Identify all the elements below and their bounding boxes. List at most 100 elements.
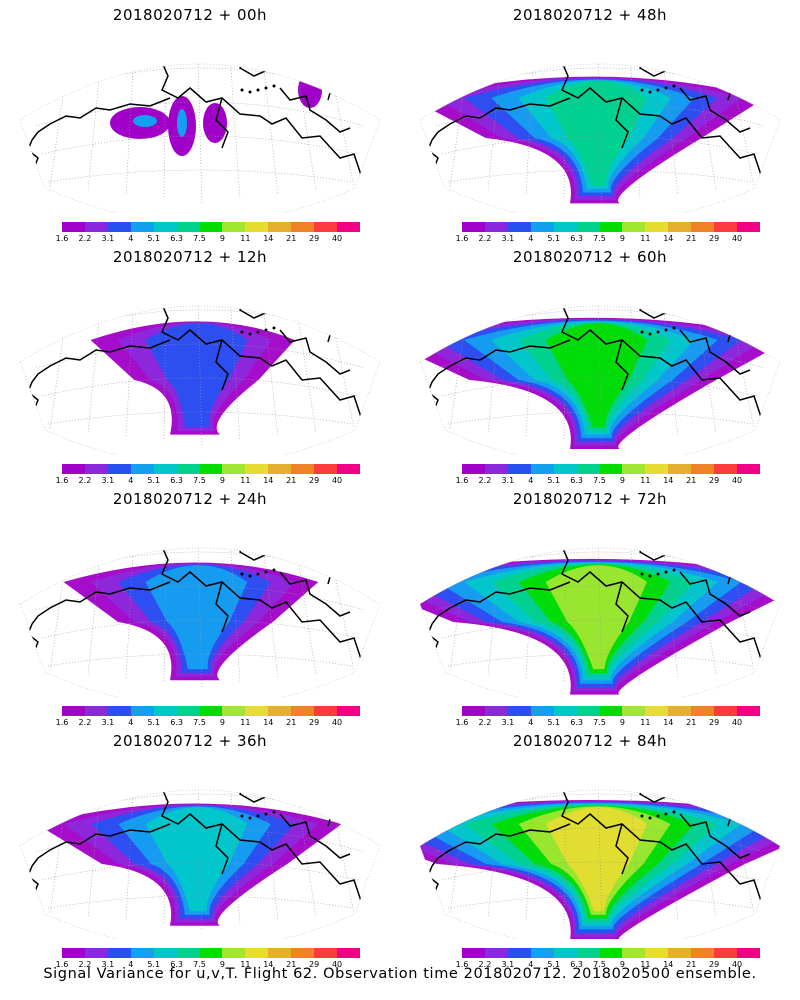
colorbar-swatch	[691, 948, 715, 958]
colorbar	[462, 464, 760, 474]
colorbar-tick-label: 4	[128, 960, 134, 969]
colorbar-swatch	[668, 706, 692, 716]
colorbar-labels: 1.6 2.2 3.1 4 5.1 6.3 7.5 9 11 14 21 29 40	[452, 476, 770, 488]
colorbar-tick-label: 5.1	[547, 960, 561, 969]
colorbar-swatch	[484, 948, 508, 958]
colorbar-swatch	[576, 464, 600, 474]
colorbar-tick-label: 1.6	[55, 718, 69, 727]
colorbar-swatch	[462, 464, 485, 474]
colorbar-swatch	[314, 464, 338, 474]
colorbar-tick-label: 21	[286, 718, 297, 727]
colorbar-tick-label: 1.6	[455, 476, 469, 485]
forecast-48h-panel: 2018020712 + 48h 1.6 2.2 3.1 4 5.1 6.3 7.5 9 11 1…	[400, 0, 800, 243]
forecast-72h-panel: 2018020712 + 72h 1.6 2.2 3.1 4 5.1 6.3 7.5 9 11 1…	[400, 484, 800, 727]
colorbar-tick-label: 2.2	[478, 718, 492, 727]
colorbar-tick-label: 40	[331, 718, 343, 727]
colorbar-swatch	[130, 948, 154, 958]
forecast-12h-panel: 2018020712 + 12h 1.6 2.2 3.1 4 5.1 6.3 7.5 9 11 1…	[0, 242, 400, 485]
colorbar-swatch	[645, 222, 669, 232]
colorbar-tick-label: 6.3	[570, 234, 583, 243]
colorbar-swatch	[337, 948, 360, 958]
panel-title: 2018020712 + 36h	[112, 732, 268, 750]
colorbar	[62, 222, 360, 232]
colorbar-tick-label: 7.5	[593, 476, 606, 485]
colorbar-tick-label: 2.2	[478, 960, 492, 969]
colorbar-labels: 1.6 2.2 3.1 4 5.1 6.3 7.5 9 11 14 21 29 40	[52, 234, 370, 246]
colorbar-swatch	[314, 948, 338, 958]
colorbar-tick-label: 29	[709, 234, 720, 243]
colorbar-swatch	[622, 706, 646, 716]
colorbar-swatch	[576, 222, 600, 232]
colorbar-tick-label: 29	[709, 476, 720, 485]
colorbar-swatch	[107, 706, 131, 716]
colorbar-tick-label: 1.6	[55, 476, 69, 485]
variance-map	[419, 305, 781, 455]
colorbar-tick-label: 3.1	[501, 234, 515, 243]
colorbar-swatch	[84, 706, 108, 716]
colorbar	[62, 948, 360, 958]
colorbar-tick-label: 2.2	[78, 476, 92, 485]
colorbar-swatch	[245, 464, 269, 474]
colorbar-tick-label: 21	[686, 960, 697, 969]
colorbar-swatch	[576, 706, 600, 716]
colorbar-tick-label: 7.5	[193, 718, 206, 727]
colorbar-tick-label: 7.5	[593, 960, 606, 969]
colorbar-swatch	[530, 948, 554, 958]
colorbar-swatch	[737, 706, 760, 716]
variance-map	[19, 789, 381, 939]
colorbar-tick-label: 21	[686, 234, 697, 243]
colorbar-swatch	[622, 464, 646, 474]
colorbar-swatch	[245, 948, 269, 958]
colorbar	[62, 706, 360, 716]
colorbar-swatch	[668, 464, 692, 474]
variance-map	[419, 547, 781, 697]
colorbar-tick-label: 11	[240, 960, 251, 969]
colorbar-tick-label: 14	[663, 476, 674, 485]
colorbar-tick-label: 5.1	[147, 718, 161, 727]
colorbar-swatch	[199, 948, 223, 958]
colorbar-tick-label: 1.6	[55, 234, 69, 243]
colorbar-swatch	[291, 222, 315, 232]
colorbar-tick-label: 2.2	[478, 234, 492, 243]
colorbar-tick-label: 1.6	[55, 960, 69, 969]
colorbar-tick-label: 11	[240, 718, 251, 727]
colorbar-tick-label: 9	[619, 960, 625, 969]
colorbar-tick-label: 40	[731, 960, 743, 969]
panel-title: 2018020712 + 60h	[512, 248, 668, 266]
variance-map	[19, 305, 381, 455]
colorbar-swatch	[553, 948, 577, 958]
colorbar-swatch	[668, 948, 692, 958]
colorbar-tick-label: 29	[309, 718, 320, 727]
colorbar-tick-label: 40	[331, 234, 343, 243]
colorbar-swatch	[691, 706, 715, 716]
colorbar-tick-label: 11	[640, 718, 651, 727]
colorbar-swatch	[199, 464, 223, 474]
colorbar-tick-label: 11	[240, 234, 251, 243]
colorbar-swatch	[62, 222, 85, 232]
colorbar-swatch	[337, 706, 360, 716]
colorbar-tick-label: 3.1	[101, 960, 115, 969]
colorbar-tick-label: 7.5	[593, 234, 606, 243]
colorbar-tick-label: 1.6	[455, 960, 469, 969]
colorbar-tick-label: 5.1	[547, 718, 561, 727]
colorbar-tick-label: 14	[663, 960, 674, 969]
colorbar-swatch	[507, 706, 531, 716]
colorbar-labels: 1.6 2.2 3.1 4 5.1 6.3 7.5 9 11 14 21 29 40	[452, 960, 770, 972]
colorbar-swatch	[622, 948, 646, 958]
colorbar-swatch	[530, 464, 554, 474]
colorbar-swatch	[599, 706, 623, 716]
colorbar-tick-label: 29	[709, 960, 720, 969]
colorbar-swatch	[130, 222, 154, 232]
colorbar-swatch	[268, 948, 292, 958]
colorbar-tick-label: 5.1	[147, 234, 161, 243]
colorbar-swatch	[291, 948, 315, 958]
colorbar-swatch	[176, 706, 200, 716]
colorbar-swatch	[268, 464, 292, 474]
forecast-36h-panel: 2018020712 + 36h 1.6 2.2 3.1 4 5.1 6.3 7.5 9 11 1…	[0, 726, 400, 969]
colorbar-swatch	[268, 706, 292, 716]
colorbar-swatch	[599, 464, 623, 474]
colorbar-swatch	[645, 706, 669, 716]
colorbar-tick-label: 6.3	[570, 476, 583, 485]
colorbar-swatch	[645, 464, 669, 474]
colorbar-tick-label: 11	[640, 234, 651, 243]
